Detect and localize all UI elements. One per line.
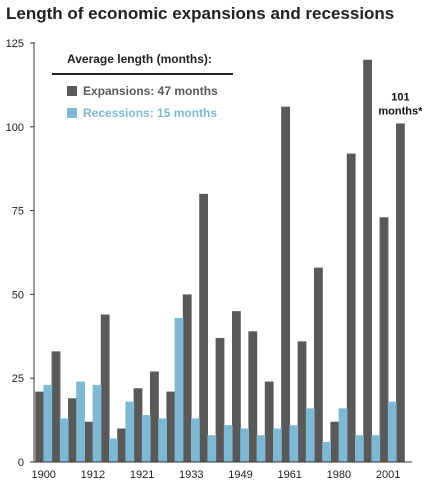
axes-layer: 0 25 50 75 100 125 1900 1912 1921 1933 1949 1961 198… bbox=[6, 38, 412, 481]
y-tick-label: 0 bbox=[18, 457, 24, 469]
recession-bar bbox=[371, 435, 381, 462]
expansion-bar bbox=[264, 381, 274, 462]
expansion-bar bbox=[314, 267, 323, 462]
recession-bar bbox=[305, 408, 315, 462]
y-tick-label: 25 bbox=[12, 373, 24, 385]
x-tick-label: 1912 bbox=[81, 469, 105, 481]
recession-bar bbox=[240, 428, 249, 462]
x-tick-label: 1949 bbox=[228, 469, 252, 481]
legend-title: Average length (months): bbox=[67, 52, 212, 66]
recession-bar bbox=[92, 384, 102, 462]
expansion-bar bbox=[68, 398, 77, 462]
expansion-bar bbox=[182, 294, 192, 462]
y-tick-label: 75 bbox=[12, 206, 24, 218]
expansion-bar bbox=[133, 388, 143, 462]
y-tick-label: 125 bbox=[6, 38, 24, 50]
x-tick-label: 1921 bbox=[130, 469, 154, 481]
expansion-bar bbox=[346, 153, 356, 462]
expansion-bar bbox=[199, 193, 208, 462]
recession-bar bbox=[256, 435, 266, 462]
expansion-bar bbox=[215, 337, 225, 462]
x-tick-label: 1933 bbox=[179, 469, 203, 481]
recession-bar bbox=[43, 384, 53, 462]
expansion-bar bbox=[117, 428, 126, 462]
expansion-bar bbox=[363, 59, 372, 462]
recession-bar bbox=[191, 418, 200, 462]
recession-bar bbox=[59, 418, 69, 462]
expansion-bar bbox=[100, 314, 110, 462]
recession-bar bbox=[387, 401, 397, 462]
expansion-bar bbox=[396, 123, 405, 462]
x-tick-label: 1980 bbox=[327, 469, 351, 481]
x-tick-label: 2001 bbox=[376, 469, 400, 481]
recession-bar bbox=[338, 408, 348, 462]
recession-bar bbox=[76, 381, 85, 462]
legend-expansions-label: Expansions: 47 months bbox=[83, 84, 218, 98]
legend-recessions-swatch bbox=[67, 108, 77, 118]
annotation-label: months* bbox=[378, 105, 423, 117]
recession-bar bbox=[125, 401, 135, 462]
x-tick-label: 1900 bbox=[31, 469, 55, 481]
expansion-bar bbox=[166, 391, 176, 462]
expansion-bar bbox=[35, 391, 44, 462]
expansion-bar bbox=[379, 217, 389, 462]
recession-bar bbox=[273, 428, 282, 462]
expansion-bar bbox=[232, 311, 241, 462]
expansion-bar bbox=[281, 106, 290, 463]
expansion-bar bbox=[51, 351, 61, 462]
expansion-bar bbox=[150, 371, 159, 462]
legend-recessions-label: Recessions: 15 months bbox=[83, 106, 217, 120]
recession-bar bbox=[289, 425, 299, 462]
expansion-bar bbox=[297, 341, 307, 462]
expansion-bar bbox=[330, 421, 340, 462]
chart-title: Length of economic expansions and recess… bbox=[6, 4, 395, 23]
y-tick-label: 100 bbox=[6, 122, 24, 134]
recession-bar bbox=[207, 435, 217, 462]
expansion-bar bbox=[248, 331, 258, 462]
expansion-bar bbox=[84, 421, 94, 462]
annotation-label: 101 bbox=[391, 91, 409, 103]
legend: Average length (months): Expansions: 47 m… bbox=[52, 52, 233, 120]
y-tick-label: 50 bbox=[12, 289, 24, 301]
recession-bar bbox=[109, 438, 118, 462]
bars-layer bbox=[35, 59, 405, 463]
recession-bar bbox=[355, 435, 364, 462]
annotations: 101 months* bbox=[378, 91, 423, 117]
legend-expansions-swatch bbox=[67, 86, 77, 96]
recession-bar bbox=[174, 317, 184, 462]
x-tick-label: 1961 bbox=[277, 469, 301, 481]
recession-bar bbox=[158, 418, 167, 462]
recession-bar bbox=[322, 441, 331, 462]
recession-bar bbox=[223, 425, 233, 462]
recession-bar bbox=[141, 415, 151, 462]
